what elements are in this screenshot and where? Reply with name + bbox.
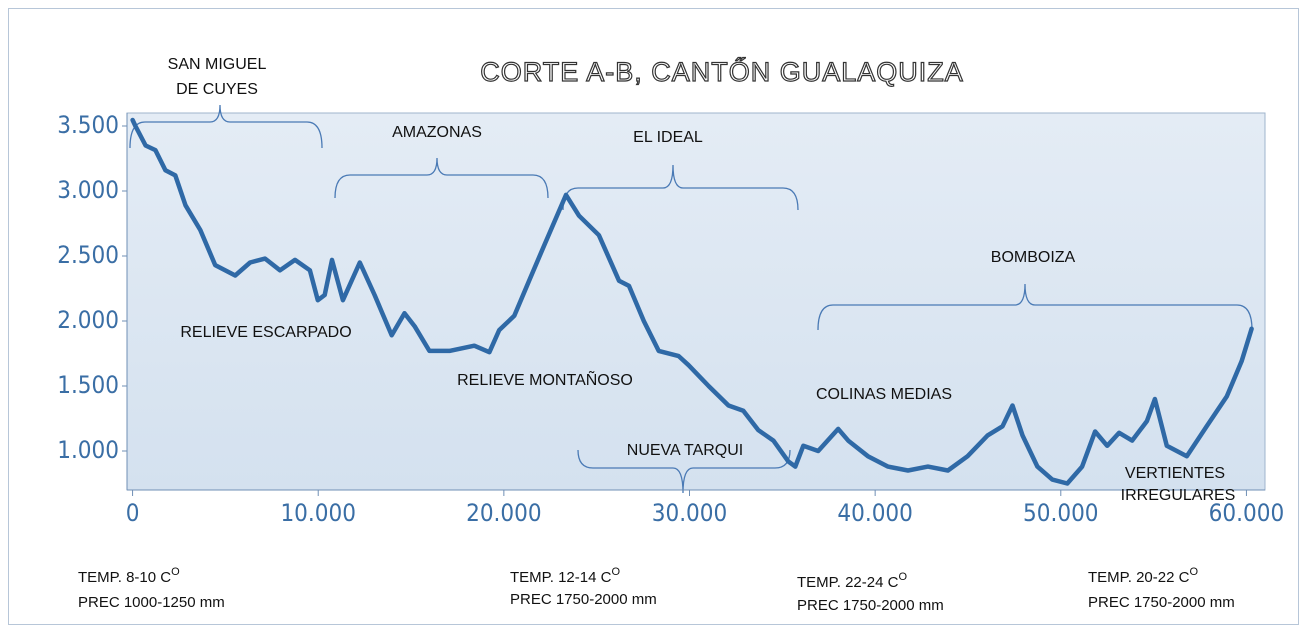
y-tick-label: 2.000 [57,306,119,334]
temp-superscript: O [1189,566,1198,578]
annotation: AMAZONAS [392,124,482,141]
footer-temp: TEMP. 8-10 CO [78,566,180,586]
x-tick-label: 50.000 [1023,499,1099,527]
y-tick-label: 3.500 [57,111,119,139]
footer-prec: PREC 1750-2000 mm [797,597,944,614]
x-tick-label: 10.000 [280,499,356,527]
annotation: EL IDEAL [633,129,703,146]
chart-title: CORTE A-B, CANTŐN GUALAQUIZA [480,56,964,87]
temp: TEMP. 8-10 C [78,569,171,586]
braces [129,104,1253,494]
y-tick-label: 3.000 [57,176,119,204]
brace [577,449,791,494]
brace [817,283,1253,331]
footer-prec: PREC 1000-1250 mm [78,594,225,611]
y-tick-label: 1.500 [57,371,119,399]
annotation: RELIEVE ESCARPADO [180,324,351,341]
brace [129,104,323,149]
profile-line [130,117,1254,486]
x-tick-label: 20.000 [466,499,542,527]
footer-temp: TEMP. 22-24 CO [797,571,907,591]
footer-temp: TEMP. 12-14 CO [510,566,620,586]
footer-prec: PREC 1750-2000 mm [1088,594,1235,611]
annotation: DE CUYES [176,81,258,98]
annotation: VERTIENTES [1125,465,1225,482]
frame [8,8,1299,625]
temp-superscript: O [611,566,620,578]
x-tick-label: 30.000 [652,499,728,527]
footer-prec: PREC 1750-2000 mm [510,591,657,608]
annotation: BOMBOIZA [991,249,1076,266]
footer-temp: TEMP. 20-22 CO [1088,566,1198,586]
brace [334,157,549,199]
temp: TEMP. 20-22 C [1088,569,1190,586]
temp-superscript: O [171,566,180,578]
temp-superscript: O [898,571,907,583]
x-tick-label: 0 [126,499,140,527]
y-tick-label: 2.500 [57,241,119,269]
annotation: NUEVA TARQUI [627,442,743,459]
x-tick-label: 40.000 [837,499,913,527]
y-tick-label: 1.000 [57,436,119,464]
annotation: SAN MIGUEL [168,56,267,73]
temp: TEMP. 22-24 C [797,574,899,591]
x-tick-label: 60.000 [1209,499,1285,527]
annotation: IRREGULARES [1121,487,1236,504]
annotation: RELIEVE MONTAÑOSO [457,369,633,389]
annotation: COLINAS MEDIAS [816,386,952,403]
brace [562,164,799,211]
temp: TEMP. 12-14 C [510,569,612,586]
